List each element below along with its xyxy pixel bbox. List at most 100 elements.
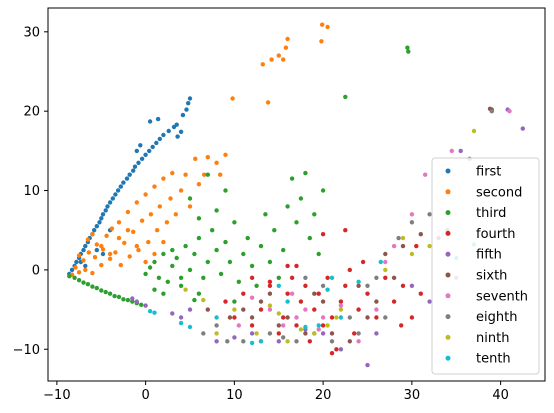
legend-label-third: third — [476, 206, 506, 221]
point-second-33 — [170, 170, 175, 176]
point-fourth-22 — [347, 267, 352, 273]
point-seventh-12 — [294, 315, 299, 320]
point-third-68 — [196, 291, 202, 296]
point-fourth-20 — [338, 299, 344, 304]
point-seventh-11 — [303, 307, 308, 312]
point-third-67 — [178, 275, 184, 280]
legend-label-fifth: fifth — [476, 248, 502, 263]
point-third-4 — [85, 282, 91, 287]
point-fifth-14 — [232, 335, 237, 340]
point-fourth-36 — [294, 263, 299, 269]
point-second-4 — [83, 267, 88, 273]
point-third-66 — [170, 247, 175, 253]
point-sixth-9 — [365, 315, 370, 320]
point-ninth-6 — [334, 315, 339, 320]
point-second-47 — [265, 100, 271, 105]
point-second-64 — [161, 239, 166, 245]
legend-marker-second — [445, 189, 451, 195]
point-third-49 — [285, 204, 290, 209]
point-first-19 — [110, 196, 116, 201]
point-second-65 — [76, 253, 82, 258]
point-second-48 — [269, 57, 274, 62]
y-tick-label: 30 — [23, 25, 40, 40]
point-second-38 — [193, 156, 198, 161]
point-sixth-13 — [320, 299, 326, 304]
point-seventh-10 — [316, 327, 321, 332]
point-seventh-8 — [338, 303, 344, 308]
point-eighth-10 — [320, 283, 326, 288]
point-second-32 — [168, 196, 173, 201]
point-eighth-5 — [374, 275, 379, 280]
point-first-20 — [113, 192, 118, 197]
point-first-25 — [127, 172, 132, 177]
point-first-29 — [139, 156, 145, 161]
point-second-29 — [157, 204, 162, 209]
point-third-22 — [165, 279, 170, 284]
point-fourth-12 — [303, 283, 308, 288]
point-first-47 — [134, 148, 139, 154]
point-second-45 — [230, 96, 235, 101]
point-third-16 — [139, 302, 144, 307]
legend-label-ninth: ninth — [476, 331, 509, 346]
point-third-46 — [272, 228, 277, 233]
point-first-43 — [186, 101, 191, 106]
point-second-2 — [76, 270, 82, 275]
legend-label-eighth: eighth — [476, 310, 517, 325]
point-fourth-23 — [352, 331, 357, 336]
point-tenth-11 — [258, 339, 264, 344]
point-tenth-6 — [325, 287, 330, 292]
point-tenth-16 — [152, 310, 157, 315]
point-ninth-4 — [383, 267, 388, 273]
point-tenth-17 — [147, 309, 153, 314]
point-ninth-14 — [232, 307, 237, 312]
point-third-2 — [76, 278, 82, 283]
point-fifth-8 — [365, 362, 370, 368]
point-second-31 — [164, 220, 170, 225]
point-second-3 — [81, 258, 86, 263]
point-third-17 — [143, 271, 148, 277]
point-third-40 — [245, 235, 250, 241]
point-fourth-40 — [329, 351, 335, 356]
point-first-51 — [94, 247, 100, 253]
point-second-60 — [125, 228, 131, 233]
point-second-34 — [173, 212, 178, 217]
legend-label-second: second — [476, 185, 522, 200]
point-third-21 — [161, 251, 166, 257]
point-fifth-12 — [276, 339, 281, 344]
point-eighth-7 — [356, 331, 361, 336]
point-third-64 — [214, 208, 219, 213]
point-sixth-12 — [329, 331, 335, 336]
point-tenth-2 — [378, 259, 383, 265]
point-third-34 — [218, 271, 224, 277]
point-fifth-10 — [320, 331, 326, 336]
point-first-48 — [138, 143, 143, 148]
point-third-62 — [196, 216, 202, 221]
point-second-19 — [127, 254, 132, 259]
point-first-44 — [187, 96, 193, 101]
point-first-52 — [83, 263, 88, 269]
point-fourth-38 — [249, 275, 255, 280]
point-second-63 — [152, 251, 157, 257]
point-eighth-9 — [329, 339, 335, 344]
point-eighth-8 — [347, 315, 352, 320]
point-seventh-1 — [449, 148, 454, 154]
point-third-7 — [99, 288, 104, 293]
point-third-12 — [121, 297, 126, 302]
point-first-28 — [136, 160, 141, 165]
point-third-18 — [147, 265, 153, 270]
point-second-43 — [218, 172, 223, 177]
point-first-41 — [180, 112, 186, 118]
point-seventh-15 — [267, 307, 273, 312]
point-eighth-12 — [303, 275, 308, 280]
point-ninth-15 — [214, 331, 219, 336]
point-fourth-33 — [418, 291, 423, 296]
legend-label-seventh: seventh — [476, 289, 528, 304]
point-first-14 — [99, 216, 104, 221]
point-second-56 — [90, 232, 95, 237]
point-seventh-2 — [423, 172, 428, 177]
point-eighth-6 — [365, 283, 370, 288]
point-second-41 — [205, 155, 210, 160]
point-third-8 — [103, 289, 108, 295]
point-fourth-21 — [343, 283, 348, 288]
point-third-1 — [72, 275, 77, 280]
